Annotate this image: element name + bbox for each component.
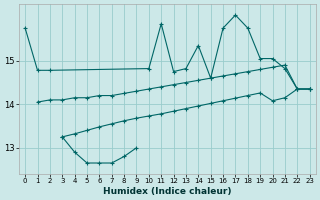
X-axis label: Humidex (Indice chaleur): Humidex (Indice chaleur) <box>103 187 232 196</box>
